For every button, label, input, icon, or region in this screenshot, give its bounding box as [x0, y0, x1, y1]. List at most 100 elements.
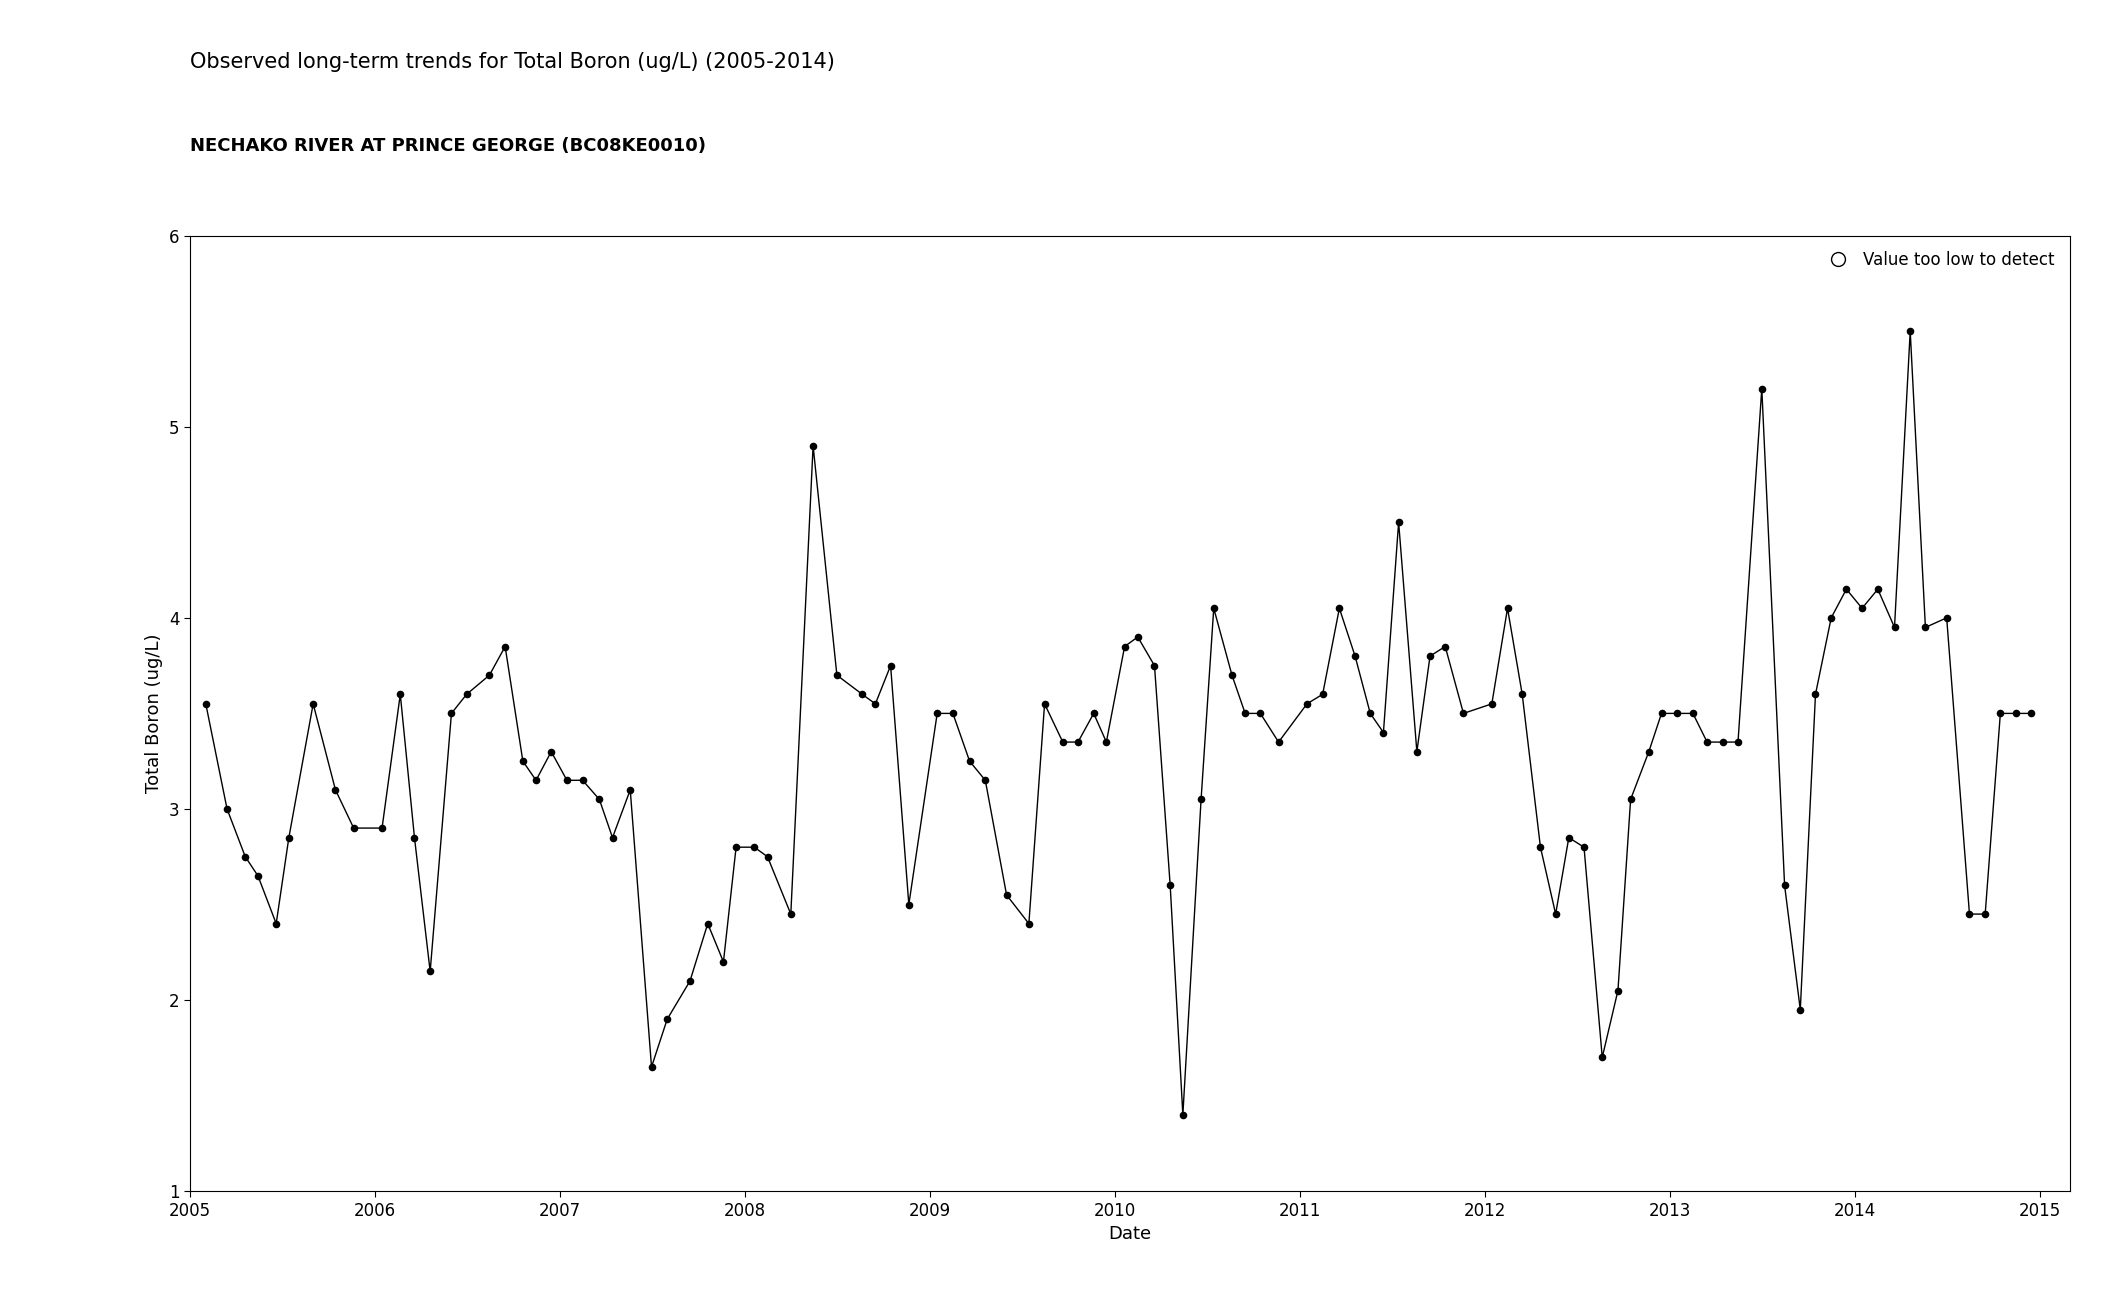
Text: NECHAKO RIVER AT PRINCE GEORGE (BC08KE0010): NECHAKO RIVER AT PRINCE GEORGE (BC08KE00…	[190, 137, 705, 156]
Point	[296, 694, 329, 715]
Point	[874, 656, 908, 677]
Point	[1846, 598, 1880, 619]
Point	[1428, 636, 1462, 657]
Point	[319, 779, 353, 800]
Point	[1706, 732, 1740, 753]
Point	[1491, 598, 1525, 619]
Point	[1261, 732, 1295, 753]
Point	[336, 818, 370, 839]
Point	[1166, 1105, 1200, 1126]
Point	[1829, 579, 1863, 600]
Point	[720, 836, 754, 857]
Point	[1601, 980, 1635, 1001]
Point	[1540, 903, 1573, 924]
Text: Observed long-term trends for Total Boron (ug/L) (2005-2014): Observed long-term trends for Total Boro…	[190, 52, 834, 72]
Point	[414, 961, 448, 982]
Point	[2000, 703, 2034, 724]
Point	[1506, 683, 1540, 704]
Point	[507, 751, 541, 772]
Point	[650, 1009, 684, 1030]
Point	[969, 770, 1003, 791]
Point	[1567, 836, 1601, 857]
Point	[473, 665, 507, 686]
Point	[1400, 741, 1434, 762]
Point	[1413, 645, 1447, 666]
Point	[921, 703, 955, 724]
Point	[796, 436, 830, 457]
Point	[1107, 636, 1140, 657]
Point	[1861, 579, 1894, 600]
Point	[1677, 703, 1711, 724]
Point	[953, 751, 986, 772]
Point	[1586, 1047, 1620, 1068]
Point	[211, 798, 245, 819]
Point	[1660, 703, 1694, 724]
Point	[1229, 703, 1263, 724]
X-axis label: Date: Date	[1109, 1225, 1151, 1244]
Point	[1954, 903, 1987, 924]
Point	[1029, 694, 1062, 715]
Point	[1138, 656, 1172, 677]
Point	[1185, 789, 1219, 810]
Point	[691, 914, 724, 935]
Point	[520, 770, 553, 791]
Point	[534, 741, 568, 762]
Point	[1523, 836, 1557, 857]
Point	[857, 694, 891, 715]
Point	[397, 827, 431, 848]
Point	[1552, 827, 1586, 848]
Point	[1045, 732, 1079, 753]
Point	[936, 703, 969, 724]
Point	[1633, 741, 1666, 762]
Point	[1930, 607, 1964, 628]
Point	[272, 827, 306, 848]
Point	[549, 770, 583, 791]
Point	[1690, 732, 1723, 753]
Point	[1366, 723, 1400, 744]
Point	[1012, 914, 1045, 935]
Point	[891, 894, 925, 915]
Point	[1214, 665, 1248, 686]
Point	[1909, 617, 1943, 637]
Point	[773, 903, 807, 924]
Point	[1153, 874, 1187, 895]
Point	[435, 703, 469, 724]
Point	[1783, 999, 1816, 1020]
Point	[819, 665, 853, 686]
Point	[750, 847, 784, 868]
Point	[1077, 703, 1111, 724]
Point	[1968, 903, 2002, 924]
Point	[1878, 617, 1911, 637]
Point	[488, 636, 522, 657]
Point	[1339, 645, 1373, 666]
Point	[241, 865, 275, 886]
Y-axis label: Total Boron (ug/L): Total Boron (ug/L)	[146, 634, 163, 793]
Point	[1983, 703, 2017, 724]
Point	[1354, 703, 1388, 724]
Point	[1768, 874, 1802, 895]
Point	[1381, 512, 1415, 533]
Point	[1721, 732, 1755, 753]
Point	[708, 952, 741, 973]
Point	[1060, 732, 1094, 753]
Point	[1244, 703, 1278, 724]
Point	[384, 683, 418, 704]
Legend: Value too low to detect: Value too low to detect	[1814, 243, 2061, 275]
Point	[1290, 694, 1324, 715]
Point	[1121, 627, 1155, 648]
Point	[737, 836, 771, 857]
Point	[596, 827, 629, 848]
Point	[450, 683, 484, 704]
Point	[1474, 694, 1508, 715]
Point	[566, 770, 600, 791]
Point	[634, 1056, 667, 1077]
Point	[188, 694, 222, 715]
Point	[583, 789, 617, 810]
Point	[674, 970, 708, 991]
Point	[365, 818, 399, 839]
Point	[1892, 321, 1926, 342]
Point	[1799, 683, 1833, 704]
Point	[991, 885, 1024, 906]
Point	[260, 914, 294, 935]
Point	[1814, 607, 1848, 628]
